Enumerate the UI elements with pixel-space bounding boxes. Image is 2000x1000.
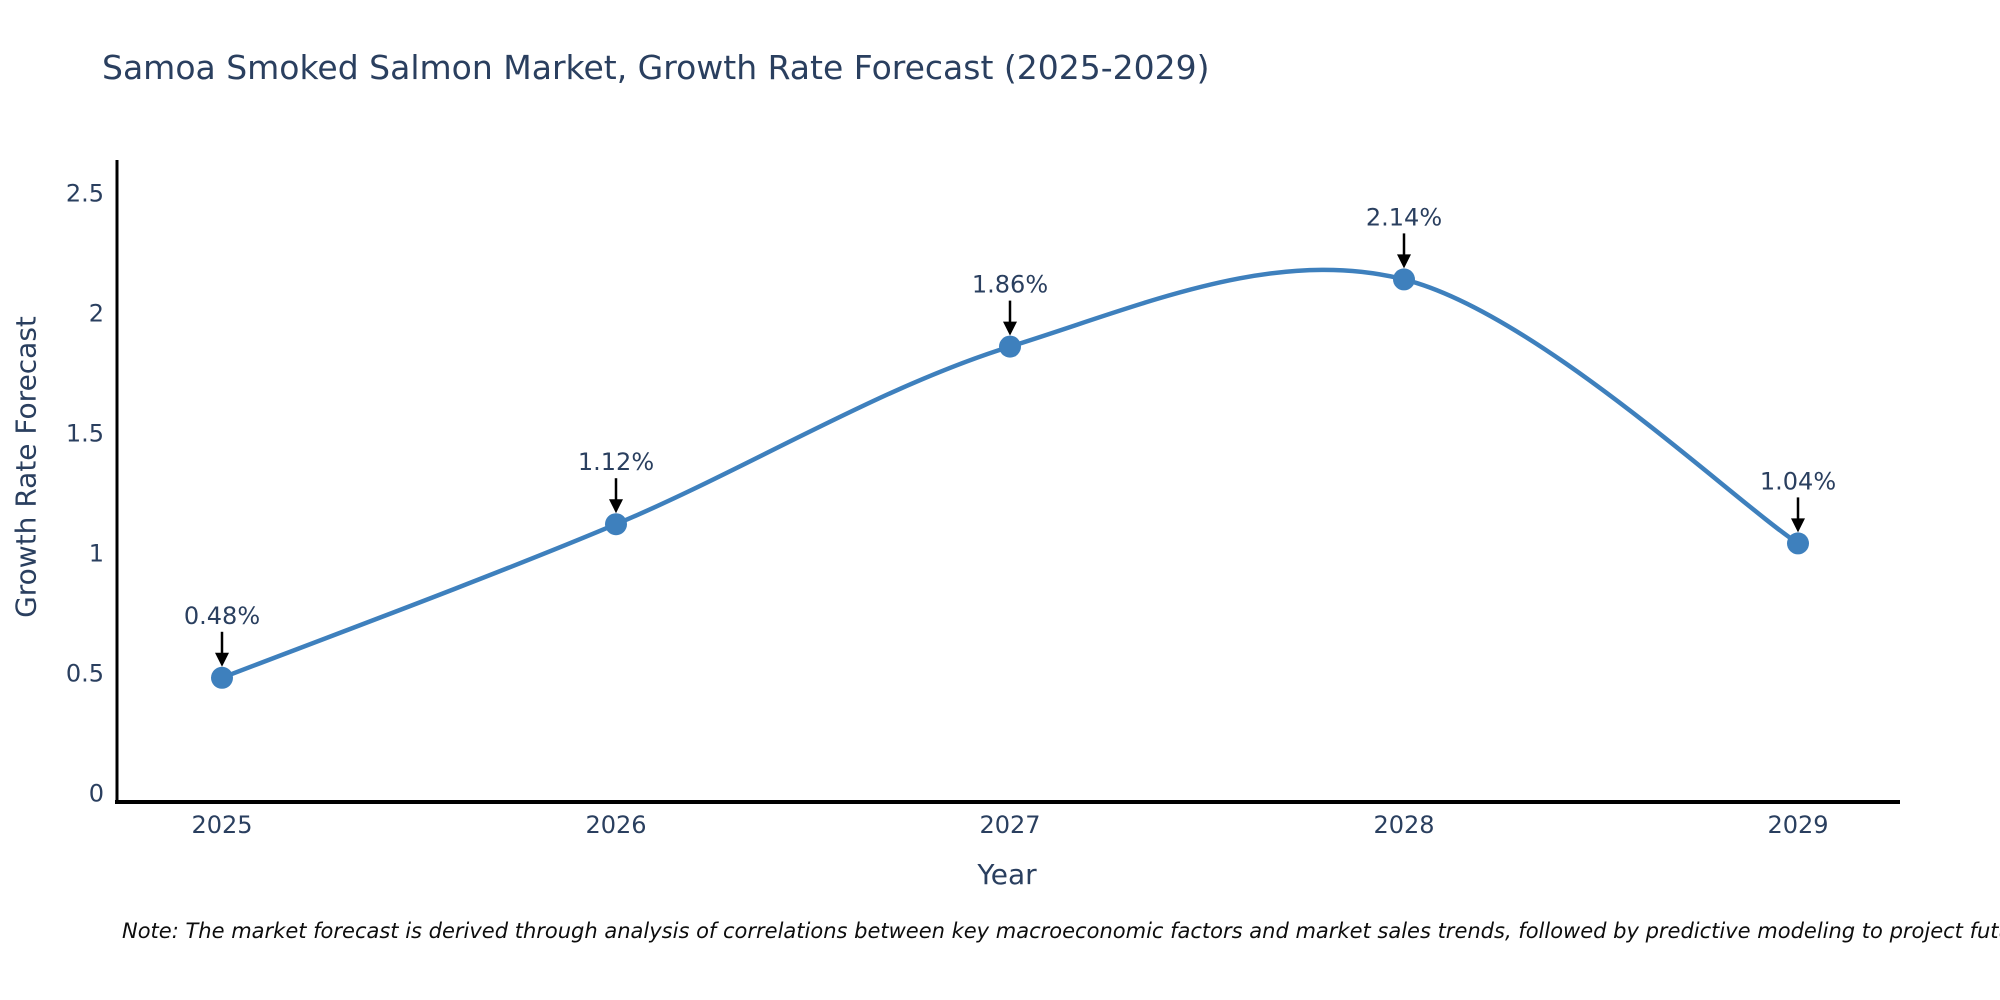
x-tick-label: 2028 [1373,811,1434,839]
data-point-marker[interactable] [1393,268,1415,291]
annotation-arrowhead-icon [1791,518,1805,533]
y-tick-label: 2 [89,299,104,327]
y-tick-label: 1.5 [66,419,104,447]
annotation-arrowhead-icon [215,652,229,667]
point-annotation-label: 1.12% [578,448,654,476]
data-point-marker[interactable] [211,666,233,689]
point-annotation-label: 2.14% [1366,203,1442,231]
data-point-marker[interactable] [1787,532,1809,555]
point-annotation-label: 1.86% [972,271,1048,299]
annotation-arrowhead-icon [609,499,623,514]
x-tick-label: 2027 [979,811,1040,839]
x-tick-label: 2025 [191,811,252,839]
y-tick-label: 2.5 [66,179,104,207]
note-text: Note: The market forecast is derived thr… [122,919,2000,943]
x-tick-label: 2029 [1767,811,1828,839]
data-point-marker[interactable] [605,513,627,536]
y-tick-label: 1 [89,539,104,567]
x-tick-label: 2026 [585,811,646,839]
chart-title: Samoa Smoked Salmon Market, Growth Rate … [102,48,1210,87]
annotation-arrowhead-icon [1397,254,1411,269]
data-point-marker[interactable] [999,335,1021,358]
y-tick-label: 0.5 [66,659,104,687]
point-annotation-label: 1.04% [1760,467,1836,495]
x-axis-title: Year [977,858,1037,891]
point-annotation-label: 0.48% [184,602,260,630]
annotation-arrowhead-icon [1003,321,1017,336]
y-tick-label: 0 [89,779,104,807]
